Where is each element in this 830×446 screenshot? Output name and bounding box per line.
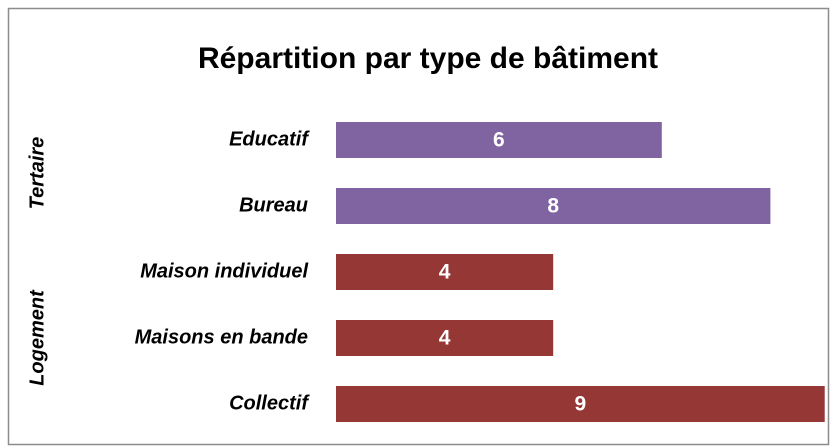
bar — [336, 386, 825, 422]
category-label: Educatif — [229, 128, 310, 150]
value-label: 8 — [547, 195, 559, 218]
bar — [336, 254, 554, 290]
bar — [336, 122, 662, 158]
value-label: 4 — [439, 327, 451, 350]
category-label: Bureau — [239, 194, 308, 216]
category-label: Maisons en bande — [135, 326, 308, 348]
category-label: Collectif — [229, 392, 310, 414]
bar — [336, 320, 554, 356]
value-label: 6 — [493, 129, 505, 152]
chart-border — [7, 7, 830, 446]
category-label: Maison individuel — [140, 260, 308, 282]
chart-title: Répartition par type de bâtiment — [198, 42, 658, 75]
group-label: Tertaire — [26, 137, 48, 210]
value-label: 9 — [575, 393, 587, 416]
group-label: Logement — [26, 289, 48, 386]
bar — [336, 188, 771, 224]
value-label: 4 — [439, 261, 451, 284]
